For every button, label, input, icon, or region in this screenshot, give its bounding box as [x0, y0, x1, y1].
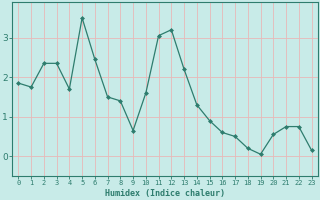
- X-axis label: Humidex (Indice chaleur): Humidex (Indice chaleur): [105, 189, 225, 198]
